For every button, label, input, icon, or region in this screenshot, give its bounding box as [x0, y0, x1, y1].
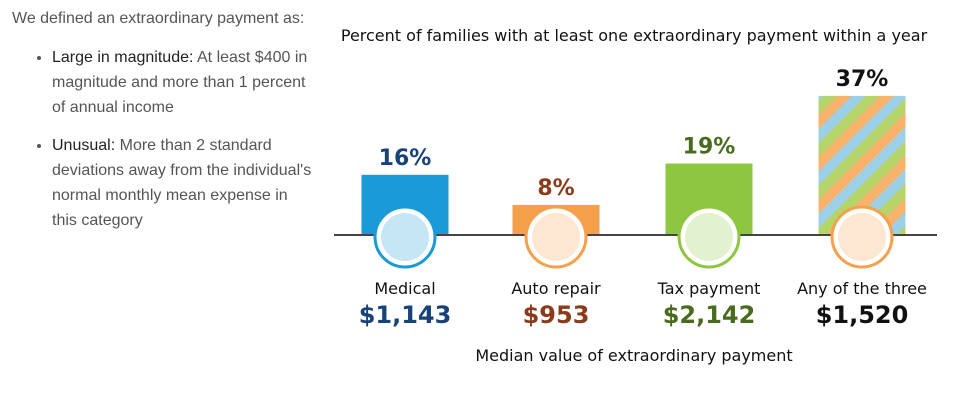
x-tick-label: Any of the three [797, 279, 927, 298]
bullet-list: Large in magnitude: At least $400 in mag… [12, 45, 312, 233]
x-axis-label: Median value of extraordinary payment [475, 346, 792, 365]
intro: We defined an extraordinary payment as: [12, 10, 305, 27]
bullet-text: More than 2 standard deviations away fro… [52, 137, 312, 229]
icon [381, 213, 429, 261]
median-label: $953 [523, 301, 590, 329]
value-label: 37% [836, 67, 889, 92]
icon [685, 213, 733, 261]
value-label: 16% [379, 146, 432, 171]
x-tick-label: Medical [374, 279, 435, 298]
median-label: $1,520 [816, 301, 909, 329]
value-label: 8% [537, 176, 574, 201]
icon [830, 205, 894, 269]
x-tick-label: Tax payment [657, 279, 761, 298]
bullet: Unusual: More than 2 standard deviations… [52, 133, 312, 233]
icon [677, 205, 741, 269]
x-tick-label: Auto repair [511, 279, 601, 298]
icon [524, 205, 588, 269]
icon [373, 205, 437, 269]
value-label: 19% [683, 135, 736, 160]
icon [532, 213, 580, 261]
term: Large in magnitude: [52, 49, 194, 66]
bullet: Large in magnitude: At least $400 in mag… [52, 45, 312, 120]
median-label: $1,143 [359, 301, 452, 329]
term: Unusual: [52, 137, 116, 154]
chart-title: Percent of families with at least one ex… [341, 26, 928, 45]
median-label: $2,142 [663, 301, 756, 329]
bullet-text: At least $400 in magnitude and more than… [52, 49, 308, 116]
icon [838, 213, 886, 261]
description: We defined an extraordinary payment as: … [12, 6, 312, 246]
